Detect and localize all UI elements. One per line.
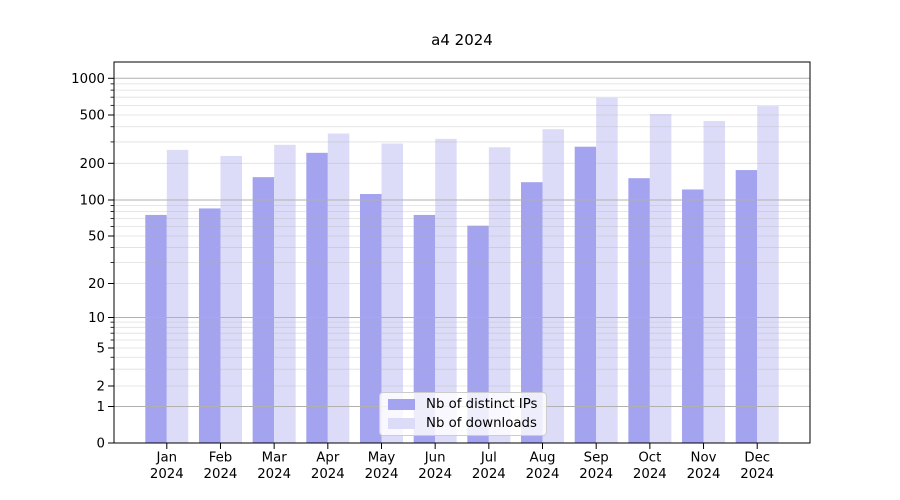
bar-downloads: [488, 147, 511, 443]
legend-swatch-distinct-ips: [388, 399, 415, 411]
x-tick-label-month: Sep: [584, 451, 609, 466]
bar-downloads: [703, 121, 726, 443]
bar-downloads: [757, 106, 779, 443]
bar-downloads: [166, 149, 189, 443]
bar-distinct-ips: [682, 189, 704, 443]
legend-item-distinct-ips: Nb of distinct IPs: [388, 397, 538, 413]
y-tick-label: 500: [80, 109, 105, 124]
y-tick-label: 5: [97, 342, 105, 357]
x-tick-label-year: 2024: [740, 467, 774, 482]
y-tick-label: 0: [97, 437, 105, 452]
x-tick-label-month: Oct: [638, 451, 661, 466]
legend: Nb of distinct IPs Nb of downloads: [379, 392, 547, 436]
x-tick-label-month: Jan: [156, 451, 178, 466]
x-tick-label-year: 2024: [311, 467, 345, 482]
legend-item-downloads: Nb of downloads: [388, 416, 538, 432]
bar-distinct-ips: [521, 182, 543, 444]
bar-distinct-ips: [467, 225, 489, 443]
bar-downloads: [649, 113, 672, 444]
x-tick-label-year: 2024: [365, 467, 399, 482]
bar-downloads: [435, 138, 457, 443]
chart-title: a4 2024: [431, 31, 493, 49]
y-tick-label: 1000: [71, 72, 105, 87]
plot-border: [113, 61, 811, 444]
bar-distinct-ips: [145, 214, 167, 443]
bar-distinct-ips: [359, 193, 382, 443]
y-tick-label: 200: [80, 157, 105, 172]
x-tick-label-year: 2024: [633, 467, 667, 482]
bar-downloads: [274, 144, 296, 444]
x-tick-label-month: Apr: [316, 451, 340, 466]
y-tick-label: 2: [97, 380, 105, 395]
bar-distinct-ips: [735, 170, 758, 444]
y-tick-label: 100: [80, 194, 105, 209]
x-tick-label-month: Jul: [480, 451, 497, 466]
x-tick-label-year: 2024: [418, 467, 452, 482]
x-tick-label-year: 2024: [687, 467, 721, 482]
bar-downloads: [327, 133, 350, 443]
x-tick-label-month: Aug: [530, 451, 556, 466]
x-tick-label-year: 2024: [257, 467, 291, 482]
y-tick-label: 20: [88, 277, 105, 292]
x-tick-label-year: 2024: [150, 467, 184, 482]
x-tick-label-month: May: [368, 451, 396, 466]
bar-distinct-ips: [198, 208, 221, 443]
bar-distinct-ips: [413, 214, 436, 443]
legend-label-downloads: Nb of downloads: [426, 415, 537, 431]
bar-distinct-ips: [252, 177, 275, 443]
bar-distinct-ips: [574, 146, 597, 443]
bar-distinct-ips: [628, 178, 650, 444]
x-tick-label-month: Feb: [209, 451, 233, 466]
legend-label-distinct-ips: Nb of distinct IPs: [426, 396, 538, 412]
x-tick-label-month: Jun: [424, 451, 446, 466]
x-tick-label-month: Dec: [744, 451, 770, 466]
y-tick-label: 50: [88, 230, 105, 245]
x-tick-label-month: Mar: [262, 451, 288, 466]
x-tick-label-year: 2024: [579, 467, 613, 482]
x-tick-label-year: 2024: [204, 467, 238, 482]
y-tick-label: 1: [97, 400, 105, 415]
bar-distinct-ips: [306, 152, 328, 444]
x-tick-label-year: 2024: [472, 467, 506, 482]
x-tick-label-year: 2024: [526, 467, 560, 482]
legend-swatch-downloads: [388, 417, 415, 429]
bar-downloads: [220, 155, 242, 443]
bar-downloads: [542, 129, 565, 443]
x-tick-label-month: Nov: [691, 451, 717, 466]
y-tick-label: 10: [88, 311, 105, 326]
bar-downloads: [596, 97, 618, 443]
bar-downloads: [381, 143, 403, 444]
